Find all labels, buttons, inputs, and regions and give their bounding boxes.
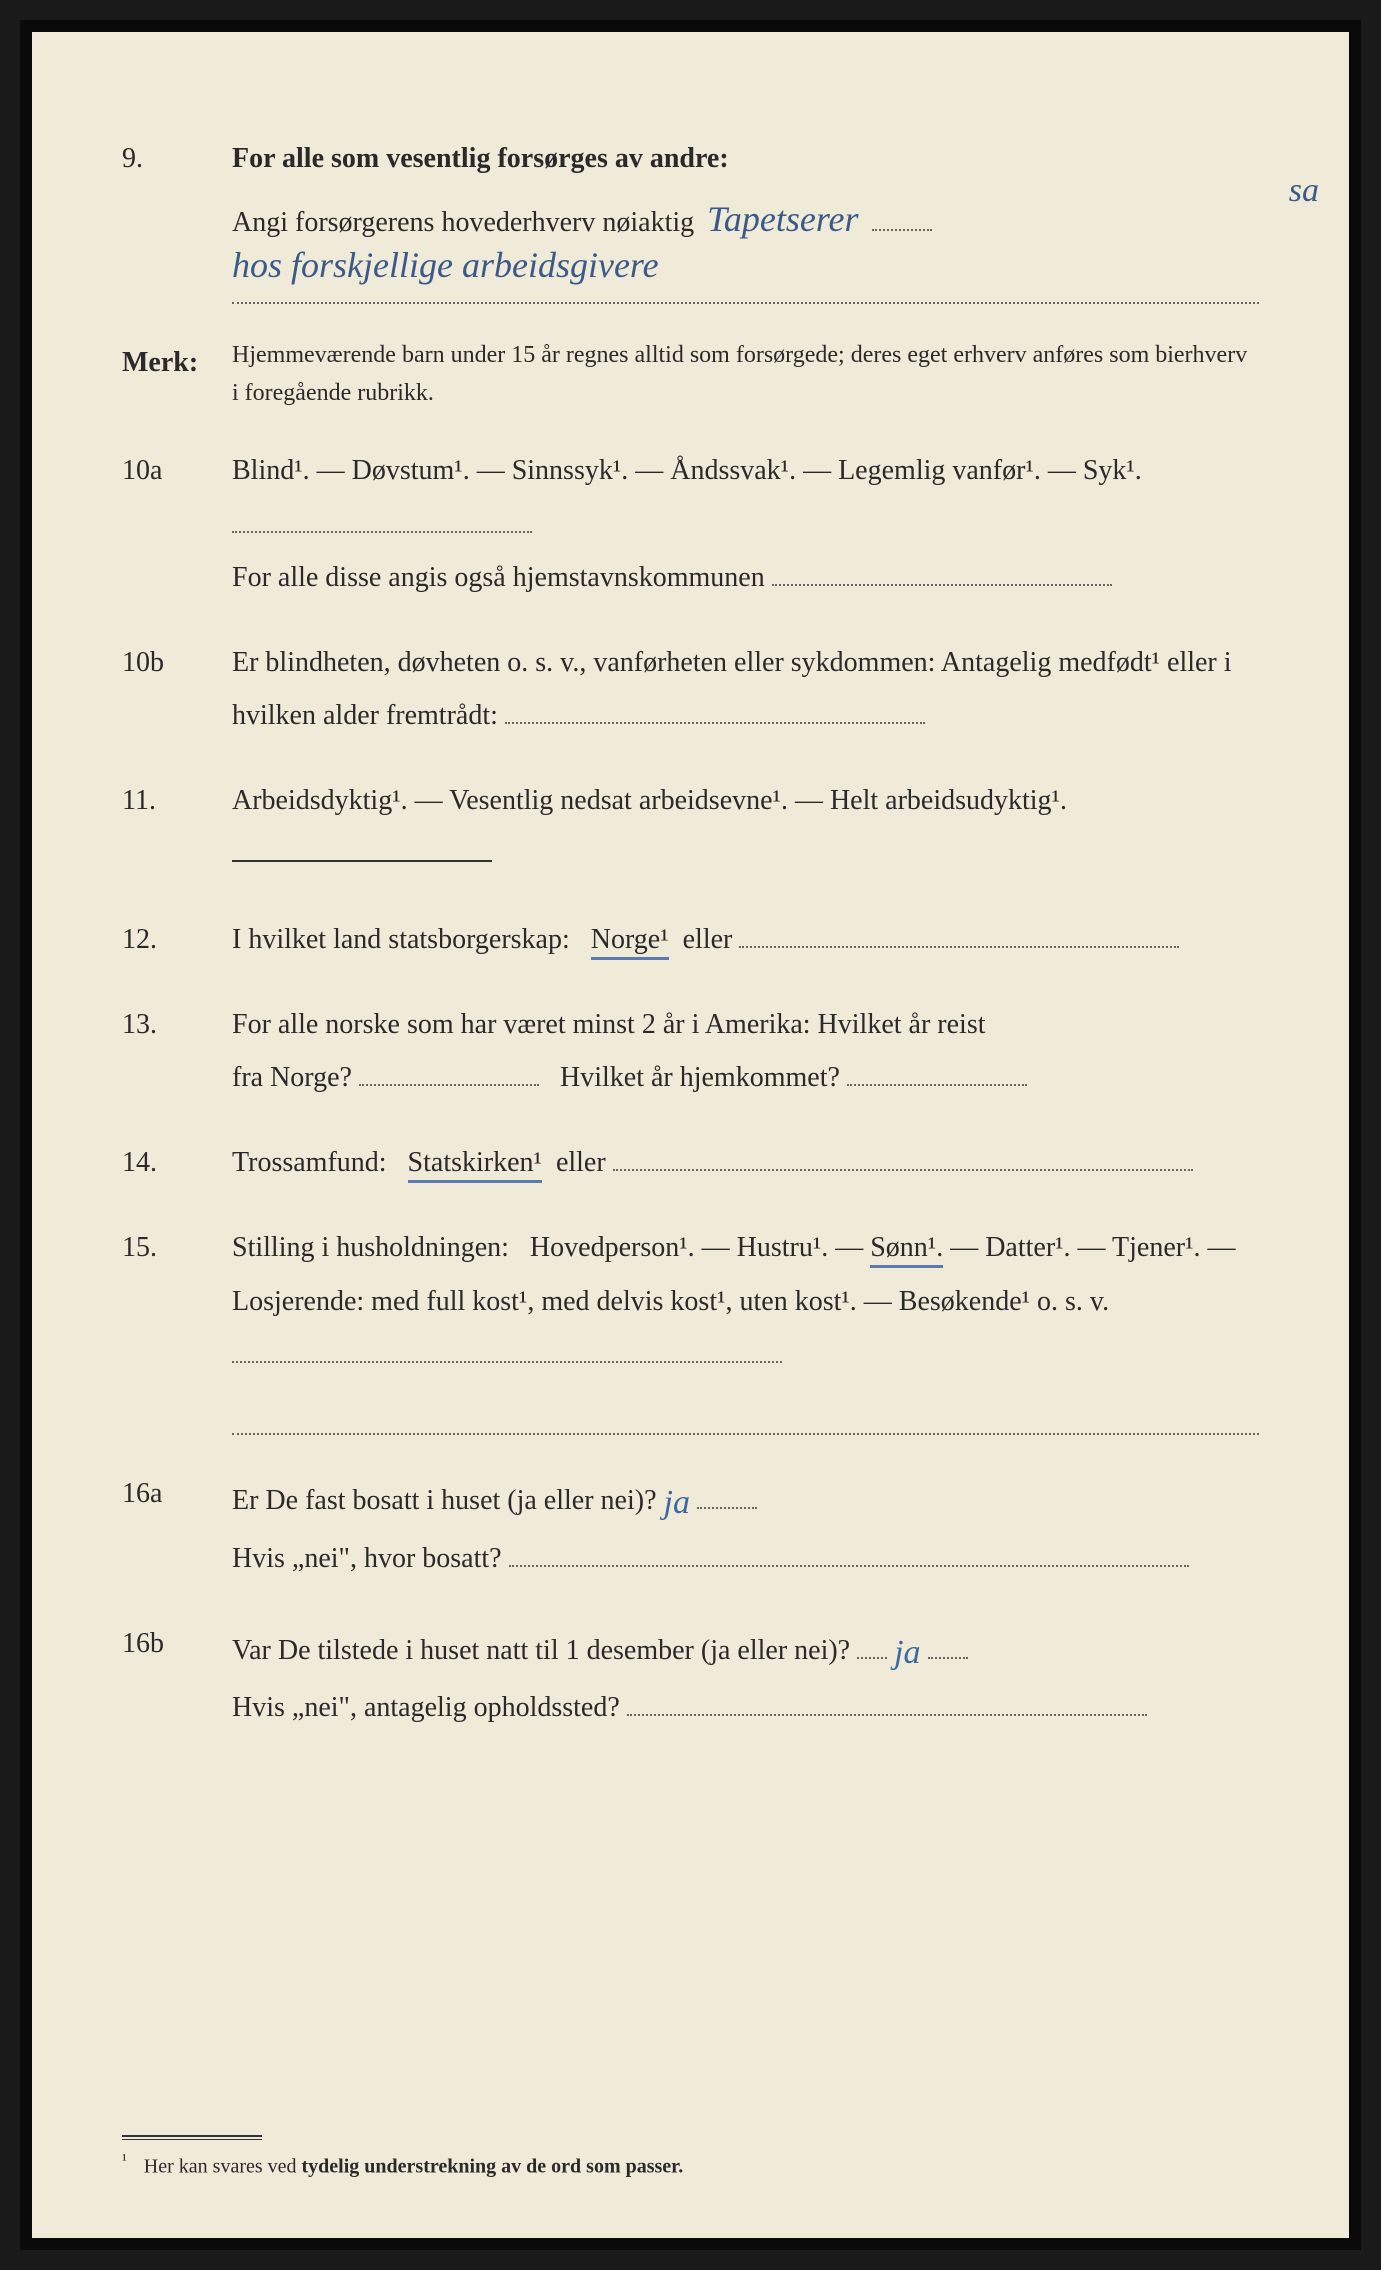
q16b-answer-handwritten: ja: [894, 1621, 920, 1686]
question-16a: 16a Er De fast bosatt i huset (ja eller …: [122, 1467, 1259, 1585]
dotted-fill: [509, 1536, 1189, 1567]
q11-text: Arbeidsdyktig¹. — Vesentlig nedsat arbei…: [232, 785, 1067, 816]
q15-lead: Stilling i husholdningen:: [232, 1232, 509, 1263]
question-10b: 10b Er blindheten, døvheten o. s. v., va…: [122, 636, 1259, 742]
q9-handwritten-occupation: Tapetserer: [701, 199, 864, 239]
footnote: ¹ Her kan svares ved tydelig understrekn…: [122, 2152, 1259, 2179]
q16b-number: 16b: [122, 1617, 232, 1735]
q13-line1: For alle norske som har været minst 2 år…: [232, 1009, 986, 1040]
q12-lead: I hvilket land statsborgerskap:: [232, 924, 570, 955]
q10a-line2: For alle disse angis også hjemstavnskomm…: [232, 562, 765, 593]
q12-underlined-norge: Norge¹: [591, 924, 669, 960]
q10a-number: 10a: [122, 444, 232, 604]
question-11: 11. Arbeidsdyktig¹. — Vesentlig nedsat a…: [122, 774, 1259, 880]
solid-line: [232, 860, 492, 862]
q14-lead: Trossamfund:: [232, 1147, 387, 1178]
merk-text: Hjemmeværende barn under 15 år regnes al…: [232, 336, 1259, 413]
dotted-fill: [627, 1686, 1147, 1717]
question-13: 13. For alle norske som har været minst …: [122, 998, 1259, 1104]
dotted-fill: [359, 1055, 539, 1086]
q13-line2b: Hvilket år hjemkommet?: [560, 1062, 840, 1093]
q16a-number: 16a: [122, 1467, 232, 1585]
q16a-answer-handwritten: ja: [664, 1471, 690, 1536]
dotted-fill: [857, 1628, 887, 1659]
dotted-fill: [232, 1332, 782, 1363]
q12-number: 12.: [122, 913, 232, 966]
footnote-marker: ¹: [122, 2152, 139, 2169]
q13-number: 13.: [122, 998, 232, 1104]
q11-number: 11.: [122, 774, 232, 880]
question-16b: 16b Var De tilstede i huset natt til 1 d…: [122, 1617, 1259, 1735]
dotted-fill: [697, 1478, 757, 1509]
q16a-question: Er De fast bosatt i huset (ja eller nei)…: [232, 1485, 657, 1516]
q14-number: 14.: [122, 1136, 232, 1189]
footnote-text-b: tydelig understrekning av de ord som pas…: [302, 2155, 684, 2177]
dotted-fill: [739, 917, 1179, 948]
merk-label: Merk:: [122, 336, 232, 413]
dotted-fill: [505, 693, 925, 724]
question-10a: 10a Blind¹. — Døvstum¹. — Sinnssyk¹. — Å…: [122, 444, 1259, 604]
q10a-options: Blind¹. — Døvstum¹. — Sinnssyk¹. — Åndss…: [232, 455, 1142, 486]
dotted-fill: [872, 200, 932, 231]
footnote-rule: [122, 2135, 262, 2140]
q9-bold-lead: For alle som vesentlig forsørges av andr…: [232, 143, 729, 174]
q15-opts-before: Hovedperson¹. — Hustru¹. —: [530, 1232, 870, 1263]
q13-line2a: fra Norge?: [232, 1062, 352, 1093]
q16b-question: Var De tilstede i huset natt til 1 desem…: [232, 1635, 850, 1666]
dotted-fill: [772, 555, 1112, 586]
dotted-fill: [232, 1405, 1259, 1435]
q16b-line2: Hvis „nei", antagelig opholdssted?: [232, 1692, 620, 1723]
q10b-number: 10b: [122, 636, 232, 742]
question-9: 9. For alle som vesentlig forsørges av a…: [122, 132, 1259, 304]
margin-handwriting: sa: [1289, 172, 1319, 210]
dotted-fill: [232, 502, 532, 533]
q16a-line2: Hvis „nei", hvor bosatt?: [232, 1543, 502, 1574]
dotted-fill: [847, 1055, 1027, 1086]
question-12: 12. I hvilket land statsborgerskap: Norg…: [122, 913, 1259, 966]
merk-note: Merk: Hjemmeværende barn under 15 år reg…: [122, 336, 1259, 413]
q15-underlined-sonn: Sønn¹.: [870, 1232, 943, 1268]
q12-tail: eller: [683, 924, 733, 955]
question-15: 15. Stilling i husholdningen: Hovedperso…: [122, 1221, 1259, 1435]
q14-tail: eller: [556, 1147, 606, 1178]
q14-underlined-statskirken: Statskirken¹: [408, 1147, 542, 1183]
q9-number: 9.: [122, 132, 232, 304]
question-14: 14. Trossamfund: Statskirken¹ eller: [122, 1136, 1259, 1189]
dotted-fill: [928, 1628, 968, 1659]
census-form-page: sa 9. For alle som vesentlig forsørges a…: [20, 20, 1361, 2250]
footnote-text-a: Her kan svares ved: [144, 2155, 302, 2177]
q9-continuation-handwritten: hos forskjellige arbeidsgivere: [232, 231, 659, 299]
dotted-fill: [613, 1140, 1193, 1171]
q15-number: 15.: [122, 1221, 232, 1435]
q9-continuation-line: hos forskjellige arbeidsgivere: [232, 262, 1259, 304]
